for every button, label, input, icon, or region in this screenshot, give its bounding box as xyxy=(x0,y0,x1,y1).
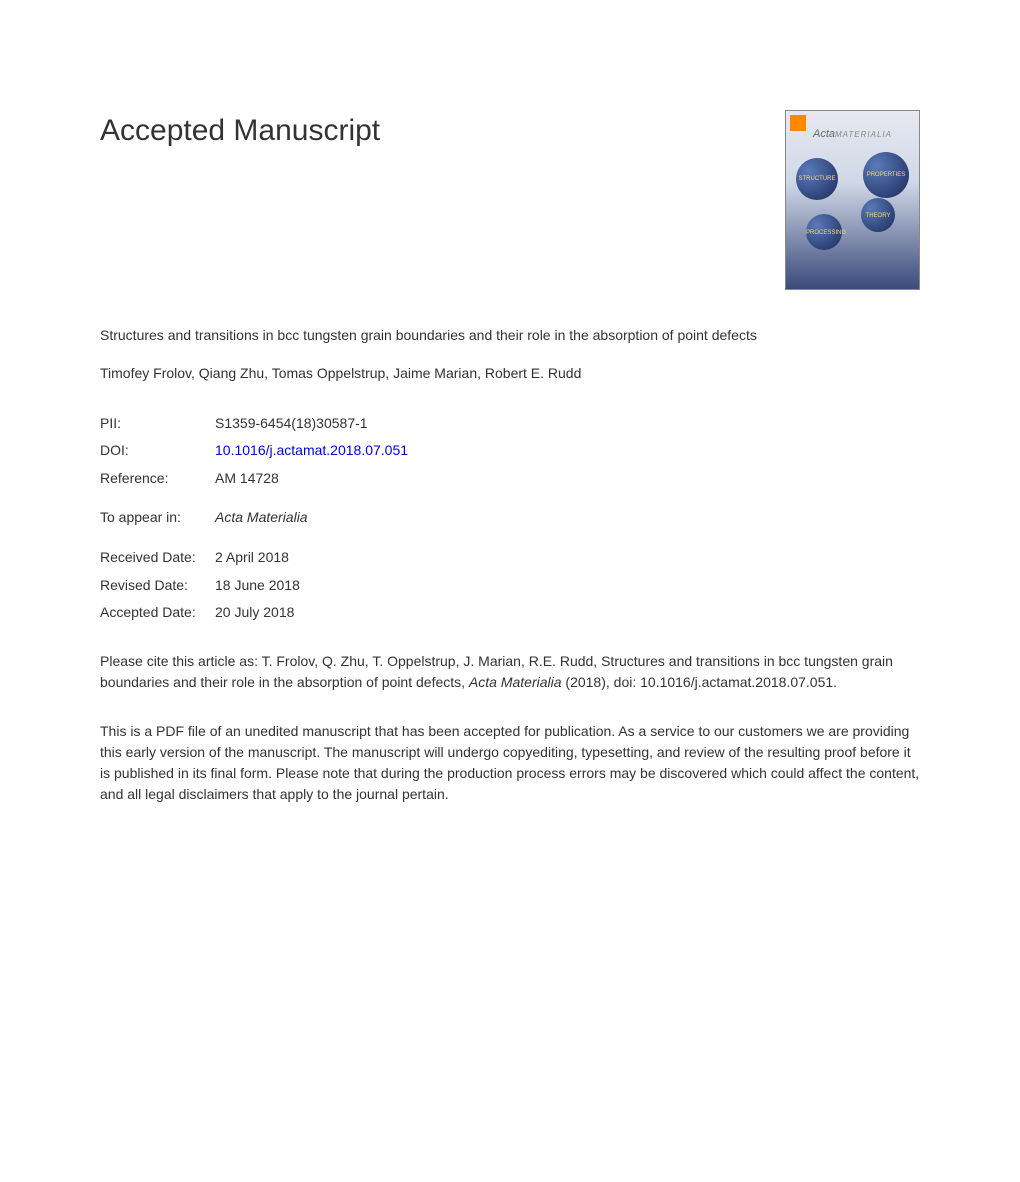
reference-value: AM 14728 xyxy=(215,469,920,489)
appear-label: To appear in: xyxy=(100,508,215,528)
sphere-icon: PROPERTIES xyxy=(863,152,909,198)
appear-value: Acta Materialia xyxy=(215,508,920,528)
citation-text: Please cite this article as: T. Frolov, … xyxy=(100,651,920,693)
journal-cover-subtitle: MATERIALIA xyxy=(835,130,892,139)
accepted-label: Accepted Date: xyxy=(100,603,215,623)
received-value: 2 April 2018 xyxy=(215,548,920,568)
meta-row-doi: DOI: 10.1016/j.actamat.2018.07.051 xyxy=(100,441,920,461)
publisher-badge-icon xyxy=(790,115,806,131)
pii-label: PII: xyxy=(100,414,215,434)
article-title: Structures and transitions in bcc tungst… xyxy=(100,325,920,346)
revised-label: Revised Date: xyxy=(100,576,215,596)
meta-row-reference: Reference: AM 14728 xyxy=(100,469,920,489)
revised-value: 18 June 2018 xyxy=(215,576,920,596)
header-row: Accepted Manuscript ActaMATERIALIA STRUC… xyxy=(100,110,920,290)
received-label: Received Date: xyxy=(100,548,215,568)
meta-row-revised: Revised Date: 18 June 2018 xyxy=(100,576,920,596)
sphere-icon: STRUCTURE xyxy=(796,158,838,200)
sphere-icon: PROCESSING xyxy=(806,214,842,250)
meta-row-accepted: Accepted Date: 20 July 2018 xyxy=(100,603,920,623)
reference-label: Reference: xyxy=(100,469,215,489)
meta-row-pii: PII: S1359-6454(18)30587-1 xyxy=(100,414,920,434)
journal-cover-thumbnail: ActaMATERIALIA STRUCTURE PROPERTIES THEO… xyxy=(785,110,920,290)
accepted-manuscript-heading: Accepted Manuscript xyxy=(100,110,785,152)
doi-link[interactable]: 10.1016/j.actamat.2018.07.051 xyxy=(215,441,920,461)
meta-row-received: Received Date: 2 April 2018 xyxy=(100,548,920,568)
citation-suffix: (2018), doi: 10.1016/j.actamat.2018.07.0… xyxy=(562,674,838,690)
doi-label: DOI: xyxy=(100,441,215,461)
accepted-value: 20 July 2018 xyxy=(215,603,920,623)
disclaimer-text: This is a PDF file of an unedited manusc… xyxy=(100,721,920,805)
authors-list: Timofey Frolov, Qiang Zhu, Tomas Oppelst… xyxy=(100,364,920,384)
sphere-icon: THEORY xyxy=(861,198,895,232)
journal-cover-title: ActaMATERIALIA xyxy=(792,127,913,142)
citation-journal: Acta Materialia xyxy=(469,674,562,690)
meta-row-appear: To appear in: Acta Materialia xyxy=(100,508,920,528)
cover-spheres-graphic: STRUCTURE PROPERTIES THEORY PROCESSING xyxy=(792,150,913,250)
pii-value: S1359-6454(18)30587-1 xyxy=(215,414,920,434)
metadata-table: PII: S1359-6454(18)30587-1 DOI: 10.1016/… xyxy=(100,414,920,623)
